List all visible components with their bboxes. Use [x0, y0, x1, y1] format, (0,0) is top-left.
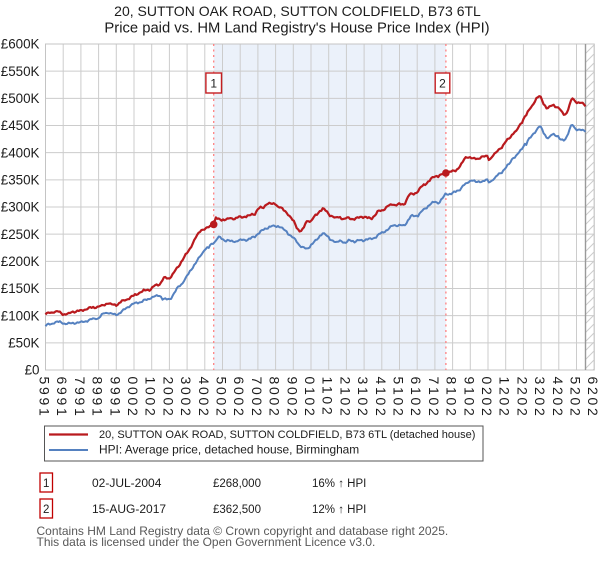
svg-text:2: 2: [439, 77, 446, 91]
svg-text:20, SUTTON OAK ROAD, SUTTON CO: 20, SUTTON OAK ROAD, SUTTON COLDFIELD, B…: [114, 3, 481, 19]
svg-text:0202: 0202: [479, 377, 495, 419]
svg-text:02-JUL-2004: 02-JUL-2004: [92, 476, 162, 490]
svg-text:3102: 3102: [355, 377, 371, 419]
svg-text:2202: 2202: [514, 377, 530, 419]
svg-text:Contains HM Land Registry data: Contains HM Land Registry data © Crown c…: [37, 524, 449, 538]
svg-text:8991: 8991: [90, 377, 106, 419]
svg-text:0102: 0102: [302, 377, 318, 419]
svg-text:£0: £0: [25, 363, 40, 378]
svg-text:£268,000: £268,000: [213, 478, 261, 490]
svg-text:6202: 6202: [585, 377, 600, 419]
svg-text:0002: 0002: [125, 377, 141, 419]
svg-text:9002: 9002: [284, 377, 300, 419]
svg-text:£150K: £150K: [1, 281, 40, 296]
svg-text:4002: 4002: [196, 377, 212, 419]
svg-text:4102: 4102: [373, 377, 389, 419]
svg-text:2: 2: [43, 504, 49, 516]
svg-text:£550K: £550K: [1, 64, 40, 79]
svg-text:8102: 8102: [444, 377, 460, 419]
svg-text:2102: 2102: [337, 377, 353, 419]
svg-text:6102: 6102: [408, 377, 424, 419]
svg-text:5991: 5991: [37, 377, 53, 419]
svg-text:£500K: £500K: [1, 91, 40, 106]
svg-text:£362,500: £362,500: [213, 504, 261, 516]
svg-text:4202: 4202: [550, 377, 566, 419]
svg-text:1202: 1202: [497, 377, 513, 419]
svg-text:1002: 1002: [143, 377, 159, 419]
svg-text:12% ↑ HPI: 12% ↑ HPI: [312, 504, 366, 516]
svg-text:1: 1: [210, 77, 217, 91]
svg-text:5102: 5102: [391, 377, 407, 419]
svg-text:9102: 9102: [461, 377, 477, 419]
svg-text:1: 1: [43, 478, 49, 490]
svg-text:6991: 6991: [54, 377, 70, 419]
svg-text:£200K: £200K: [1, 254, 40, 269]
svg-text:16% ↑ HPI: 16% ↑ HPI: [312, 478, 366, 490]
svg-text:5202: 5202: [568, 377, 584, 419]
svg-text:9991: 9991: [107, 377, 123, 419]
svg-text:2002: 2002: [160, 377, 176, 419]
svg-text:£400K: £400K: [1, 145, 40, 160]
svg-text:HPI: Average price, detached h: HPI: Average price, detached house, Birm…: [99, 443, 359, 457]
svg-text:£50K: £50K: [8, 335, 39, 350]
svg-text:£600K: £600K: [1, 37, 40, 52]
svg-text:This data is licensed under th: This data is licensed under the Open Gov…: [37, 535, 376, 549]
svg-text:5002: 5002: [214, 377, 230, 419]
svg-text:6002: 6002: [231, 377, 247, 419]
svg-text:3002: 3002: [178, 377, 194, 419]
svg-text:Price paid vs. HM Land Registr: Price paid vs. HM Land Registry's House …: [104, 21, 489, 37]
svg-text:7991: 7991: [72, 377, 88, 419]
svg-text:£450K: £450K: [1, 118, 40, 133]
svg-text:7002: 7002: [249, 377, 265, 419]
svg-text:£350K: £350K: [1, 172, 40, 187]
svg-text:15-AUG-2017: 15-AUG-2017: [92, 502, 166, 516]
svg-text:£100K: £100K: [1, 308, 40, 323]
svg-text:20, SUTTON OAK ROAD, SUTTON CO: 20, SUTTON OAK ROAD, SUTTON COLDFIELD, B…: [99, 429, 475, 441]
svg-text:7102: 7102: [426, 377, 442, 419]
svg-text:1102: 1102: [320, 377, 336, 418]
svg-text:£250K: £250K: [1, 227, 40, 242]
svg-text:3202: 3202: [532, 377, 548, 419]
svg-text:8002: 8002: [267, 377, 283, 419]
svg-text:£300K: £300K: [1, 200, 40, 215]
